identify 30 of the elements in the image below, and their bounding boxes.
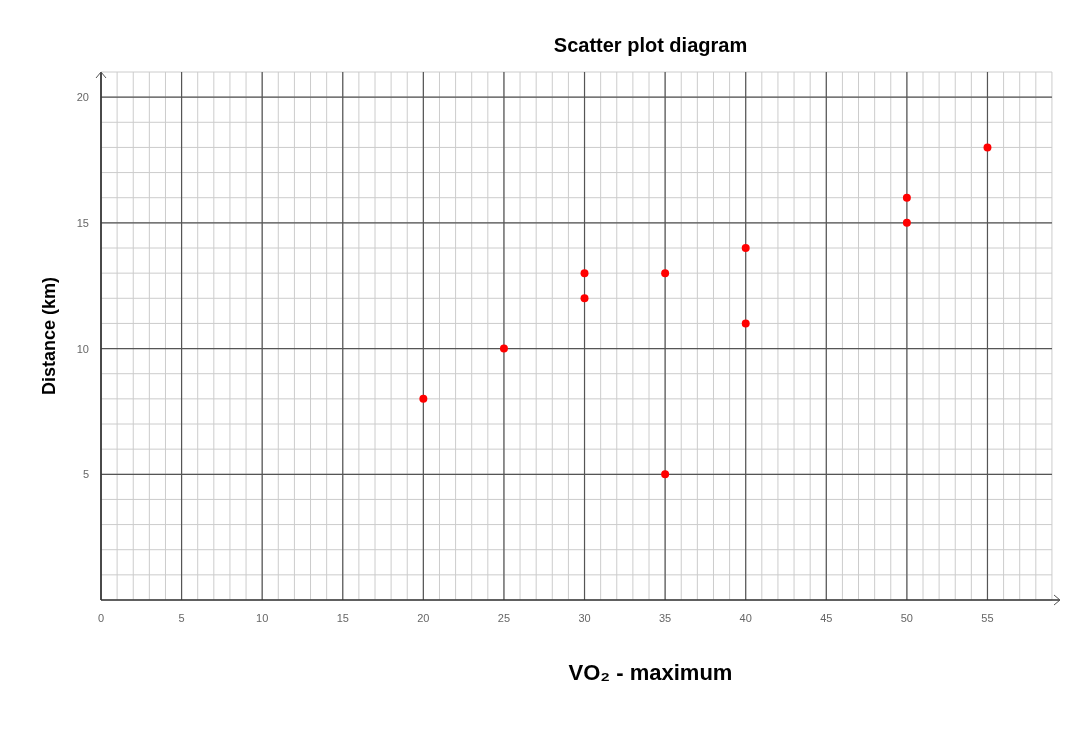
point (741, 319, 750, 328)
y-tick-label: 20 (76, 91, 89, 104)
x-axis-title: VO₂ - maximum (568, 660, 733, 685)
point (661, 470, 670, 479)
x-tick-label: 5 (178, 612, 185, 624)
x-tick-label: 25 (497, 612, 511, 624)
point (983, 143, 992, 152)
point (580, 269, 589, 278)
chart-title: Scatter plot diagram (553, 34, 748, 56)
point (741, 244, 750, 252)
point (419, 394, 428, 403)
x-tick-label: 40 (739, 612, 752, 624)
x-tick-label: 30 (578, 612, 591, 624)
point (902, 218, 911, 227)
y-tick-label: 10 (76, 342, 89, 355)
point (580, 294, 589, 303)
x-tick-label: 0 (97, 612, 105, 624)
y-tick-label: 5 (82, 468, 89, 481)
y-tick-label: 15 (76, 216, 89, 229)
point (661, 269, 670, 278)
x-tick-label: 45 (820, 612, 833, 624)
x-tick-label: 35 (658, 612, 672, 624)
x-tick-label: 10 (256, 612, 269, 624)
x-tick-label: 20 (417, 612, 430, 624)
x-tick-label: 15 (336, 612, 349, 624)
point (902, 193, 911, 202)
x-tick-label: 55 (981, 612, 994, 624)
y-axis-title: Distance (km) (39, 276, 59, 396)
x-tick-label: 50 (900, 612, 914, 624)
point (499, 344, 508, 353)
